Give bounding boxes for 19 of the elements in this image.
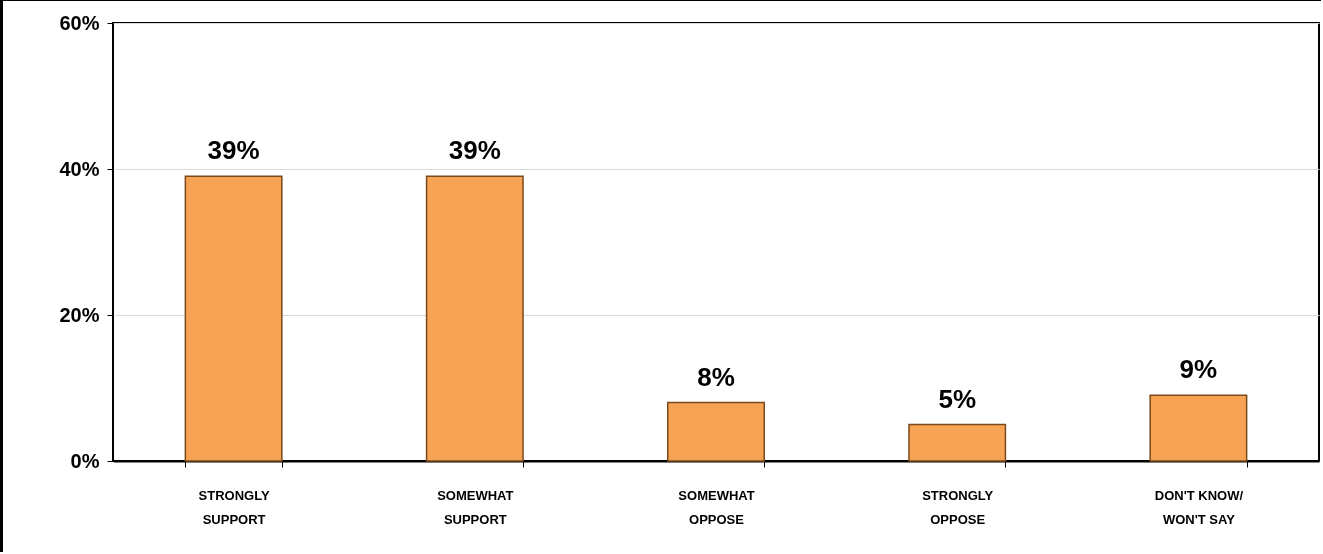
bar (908, 423, 1007, 462)
x-tick-label: SOMEWHAT OPPOSE (678, 487, 755, 527)
y-tick-label: 60% (59, 11, 100, 34)
data-label: 5% (938, 383, 976, 414)
y-tick-label: 40% (59, 157, 100, 180)
x-tick-label: SOMEWHAT SUPPORT (437, 487, 514, 527)
bar (425, 175, 524, 462)
y-tick-label: 0% (70, 449, 100, 472)
data-label: 39% (448, 135, 501, 166)
bar (667, 401, 765, 462)
x-tick-label: STRONGLY SUPPORT (198, 487, 270, 527)
y-tick-label: 20% (59, 303, 100, 326)
bar (1149, 394, 1248, 462)
data-label: 39% (207, 135, 260, 166)
data-label: 8% (697, 361, 735, 392)
x-tick-label: DON'T KNOW/ WON'T SAY (1154, 487, 1244, 527)
bar (184, 175, 283, 462)
data-label: 9% (1179, 354, 1218, 385)
x-tick-label: STRONGLY OPPOSE (922, 487, 994, 527)
